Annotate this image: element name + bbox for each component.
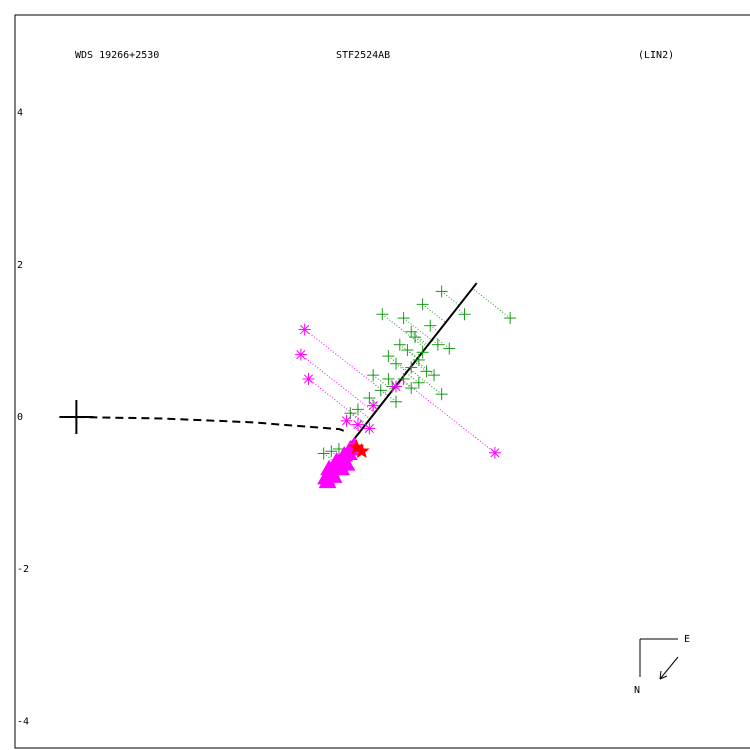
residual-line-0-2 [441, 291, 460, 306]
compass-north-label: N [634, 685, 640, 696]
header-right: (LIN2) [638, 50, 674, 61]
residual-line-1-0 [304, 329, 389, 396]
asterisk-mark-7 [390, 380, 402, 393]
residual-line-0-28 [387, 395, 397, 403]
plus-mark-12 [443, 342, 456, 355]
residual-line-0-16 [372, 374, 393, 391]
residual-line-0-9 [407, 349, 419, 359]
residual-line-0-4 [410, 331, 429, 346]
residual-line-0-33 [414, 336, 428, 347]
plus-mark-15 [420, 365, 433, 378]
separation-line [76, 416, 348, 434]
residual-line-0-25 [369, 397, 381, 407]
residual-line-0-20 [415, 360, 435, 376]
y-tick-labels: 4 2 0 -2 -4 [17, 108, 29, 728]
asterisk-mark-4 [340, 414, 353, 427]
asterisk-mark-5 [363, 422, 376, 435]
residual-line-0-12 [434, 336, 450, 349]
triangle-mark-8 [324, 467, 343, 483]
separation-line-group [76, 416, 348, 434]
triangle-mark-12 [327, 452, 346, 468]
compass-east-label: E [684, 634, 690, 645]
compass-arrow-head [659, 670, 668, 680]
plus-mark-6 [458, 308, 471, 321]
asterisk-mark-1 [294, 348, 307, 361]
header-left: WDS 19266+2530 [75, 50, 159, 61]
residual-line-0-1 [422, 303, 447, 323]
residual-line-0-24 [380, 389, 389, 397]
plus-mark-1 [416, 298, 429, 311]
star-mark-1 [348, 439, 365, 455]
plus-mark-27 [351, 403, 364, 416]
residual-line-1-2 [308, 378, 367, 425]
residual-line-0-22 [400, 379, 412, 389]
residual-line-0-11 [431, 339, 439, 346]
asterisk-mark-6 [351, 418, 364, 431]
y-tick-label-0: 4 [17, 108, 23, 119]
plus-mark-11 [431, 338, 444, 351]
plus-mark-18 [397, 372, 410, 385]
plus-mark-5 [424, 319, 437, 332]
plus-mark-10 [412, 353, 425, 366]
y-tick-label-4: -4 [17, 716, 29, 727]
residual-line-0-0 [381, 313, 426, 349]
plus-mark-19 [412, 376, 425, 389]
plus-mark-0 [376, 308, 389, 321]
asterisk-mark-2 [302, 372, 315, 385]
residual-line-0-15 [414, 361, 427, 372]
plus-mark-31 [325, 445, 338, 458]
plus-mark-33 [409, 331, 422, 344]
compass-arrow-shaft [659, 656, 679, 680]
plus-mark-3 [397, 312, 410, 325]
plus-mark-24 [374, 384, 387, 397]
y-tick-label-2: 0 [17, 412, 23, 423]
plus-mark-7 [393, 338, 406, 351]
header-center: STF2524AB [336, 50, 390, 61]
y-tick-label-3: -2 [17, 564, 29, 575]
plus-mark-16 [367, 369, 380, 382]
residual-line-0-19 [405, 372, 420, 384]
triangle-mark-13 [337, 455, 356, 471]
plus-mark-9 [401, 344, 414, 357]
residual-line-0-29 [472, 288, 511, 319]
residual-line-1-3 [400, 378, 496, 454]
plus-mark-8 [382, 350, 395, 363]
residual-line-0-7 [399, 344, 418, 359]
plot-frame [14, 14, 750, 749]
plus-mark-13 [390, 357, 402, 370]
residual-line-1-1 [300, 354, 376, 414]
plus-mark-20 [428, 369, 441, 382]
plus-mark-2 [435, 285, 448, 298]
y-tick-label-1: 2 [17, 260, 23, 271]
residual-line-0-32 [338, 448, 344, 453]
compass: E N [634, 634, 690, 696]
residual-line-0-13 [395, 363, 408, 373]
residual-line-0-5 [429, 325, 439, 333]
primary-star-group [59, 400, 94, 434]
plus-mark-28 [390, 395, 402, 408]
asterisk-mark-0 [298, 323, 311, 336]
triangle-mark-14 [320, 459, 338, 476]
data-marks [294, 285, 517, 489]
plus-mark-17 [382, 372, 395, 385]
plus-mark-14 [405, 361, 418, 374]
asterisk-mark-3 [488, 446, 501, 459]
asterisk-mark-8 [367, 399, 380, 412]
plus-mark-23 [435, 388, 448, 401]
residual-lines [300, 288, 511, 464]
plus-mark-22 [405, 382, 418, 395]
plus-mark-34 [416, 346, 429, 359]
residual-line-0-23 [409, 368, 442, 395]
residual-line-0-27 [357, 408, 371, 420]
plus-mark-30 [317, 447, 330, 460]
plus-mark-29 [504, 312, 517, 325]
residual-line-0-6 [456, 307, 465, 315]
